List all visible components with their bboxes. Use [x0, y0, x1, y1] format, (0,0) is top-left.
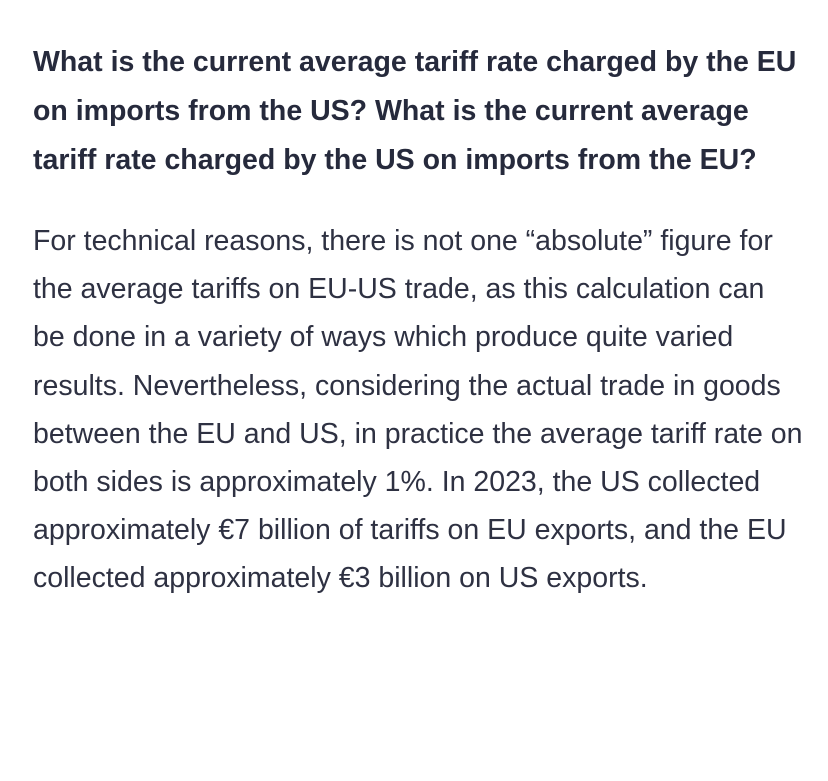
faq-answer: For technical reasons, there is not one …: [33, 225, 803, 595]
faq-entry: What is the current average tariff rate …: [33, 38, 803, 603]
faq-question: What is the current average tariff rate …: [33, 46, 797, 176]
